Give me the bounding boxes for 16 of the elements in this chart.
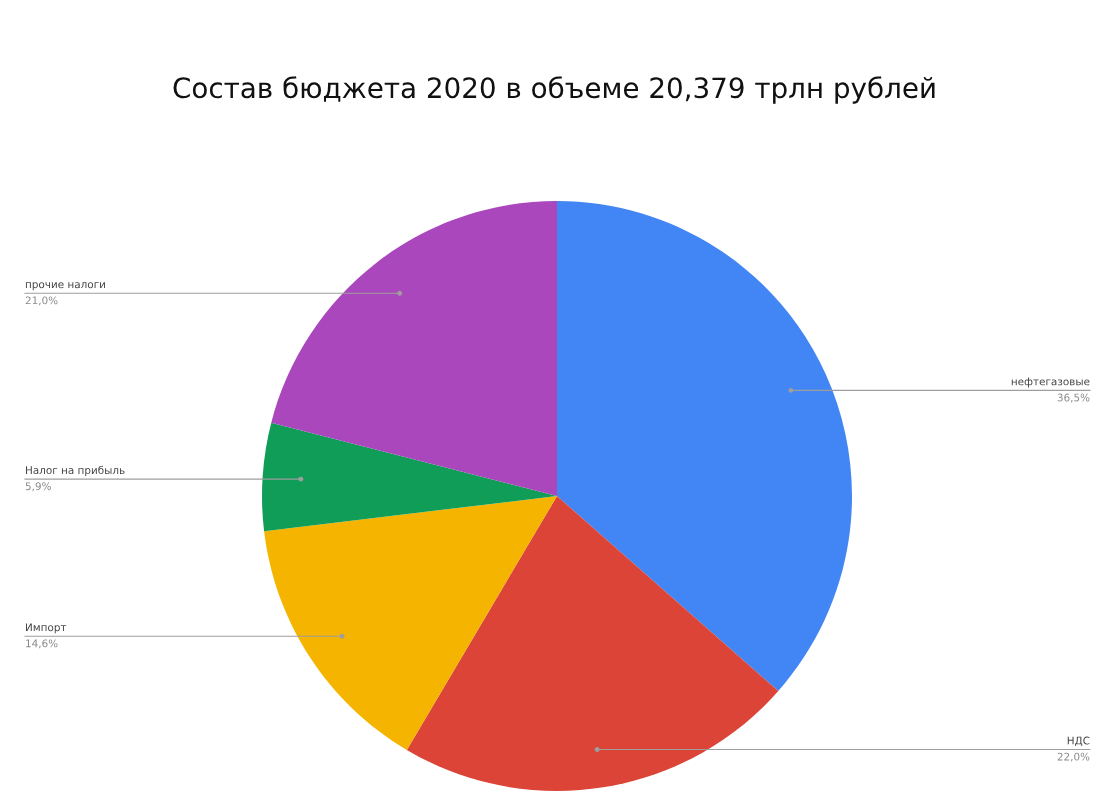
pie-slice [557, 201, 852, 692]
pie-slice [271, 201, 557, 496]
chart-title: Состав бюджета 2020 в объеме 20,379 трлн рублей [173, 76, 935, 104]
slice-label: нефтегазовые [1011, 377, 1090, 388]
pie-slice [406, 496, 779, 791]
slice-label: Импорт [26, 623, 67, 634]
slice-label: прочие налоги [25, 282, 105, 291]
pie-slice [262, 422, 557, 532]
data-label: 21,0% [25, 296, 58, 306]
slice-label: НДС [1067, 736, 1090, 746]
data-label: 22,0% [1057, 752, 1090, 762]
pie-slice [264, 496, 557, 750]
slice-label: Налог на прибыль [26, 465, 125, 477]
data-label: 14,6% [26, 639, 58, 649]
data-label: 5,9% [25, 482, 51, 492]
data-label: 36,5% [1057, 393, 1090, 403]
